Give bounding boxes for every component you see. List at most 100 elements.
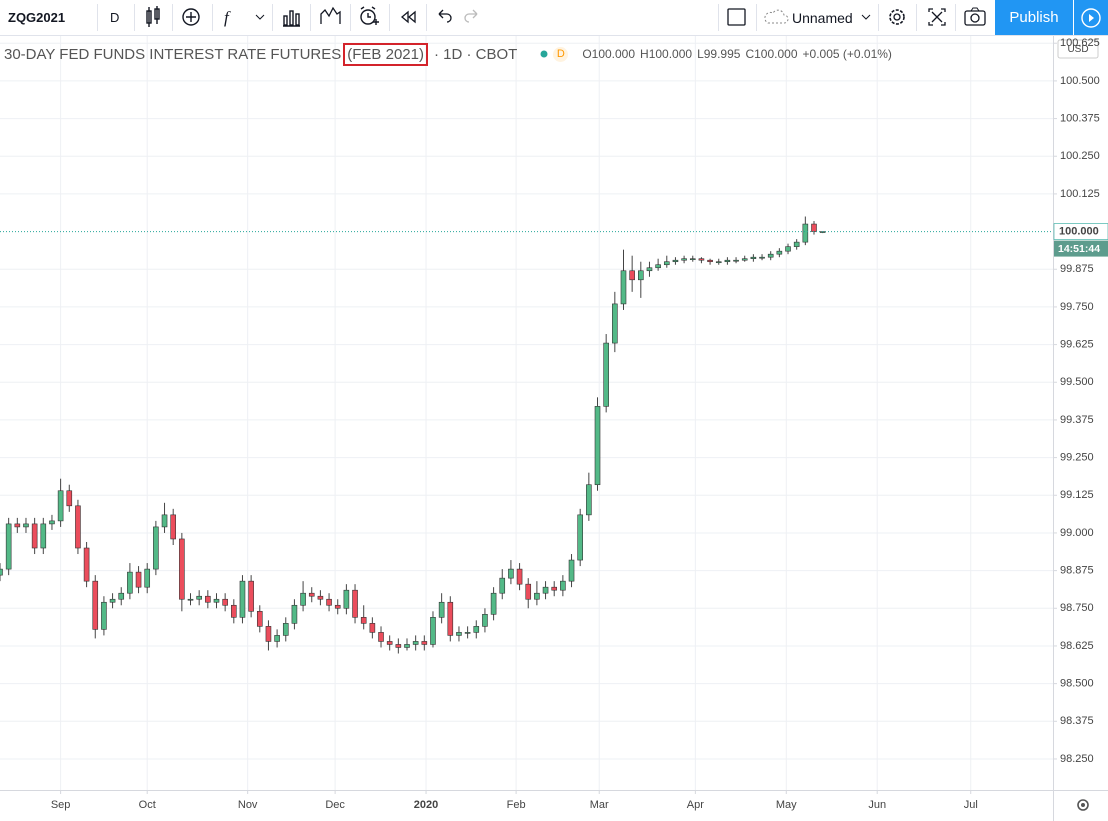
candle-body <box>560 580 566 591</box>
candle-body <box>187 598 194 601</box>
y-tick-label: 99.625 <box>1060 338 1094 350</box>
y-tick-label: 99.500 <box>1060 376 1094 388</box>
candle <box>534 581 540 606</box>
compare-icon[interactable] <box>180 0 202 35</box>
currency: USD <box>1067 44 1088 55</box>
ohlc-value: H100.000 <box>640 47 693 61</box>
candle <box>343 584 350 615</box>
last-price-label: 100.000 <box>1059 225 1099 237</box>
candle-body <box>239 580 246 618</box>
grid <box>0 36 1053 790</box>
last-price-box <box>1053 223 1108 240</box>
interval[interactable]: D <box>110 10 120 25</box>
y-tick-label: 99.125 <box>1060 489 1094 501</box>
separator <box>718 4 719 31</box>
candle <box>5 517 12 576</box>
replay-icon[interactable] <box>397 0 419 35</box>
symbol-details: · 1D · CBOT <box>433 45 518 63</box>
symbol[interactable]: ZQG2021 <box>8 10 66 25</box>
dropdown-icon[interactable] <box>860 0 872 35</box>
candle-body <box>430 617 436 645</box>
publish-menu[interactable] <box>1074 0 1108 35</box>
candle <box>135 566 142 594</box>
candle-body <box>14 523 21 528</box>
candle-body <box>127 571 133 594</box>
financials-icon[interactable] <box>280 0 302 35</box>
chart-type-icon[interactable] <box>143 0 163 35</box>
candle-body <box>360 617 367 624</box>
x-tick-label: Sep <box>51 799 71 811</box>
candle-body <box>421 641 428 645</box>
candle-body <box>213 598 220 603</box>
candle-body <box>179 538 185 600</box>
separator <box>272 4 273 31</box>
y-tick-label: 98.625 <box>1060 640 1094 652</box>
candle-body <box>603 342 609 407</box>
y-tick-label: 99.750 <box>1060 301 1094 313</box>
undo-icon[interactable] <box>434 0 454 35</box>
y-tick-label: 100.625 <box>1060 37 1100 49</box>
candle <box>464 626 471 639</box>
candle <box>767 251 774 261</box>
candle-body <box>196 595 202 600</box>
candle <box>57 478 64 527</box>
separator <box>878 4 879 31</box>
currency-box <box>1057 39 1099 59</box>
candle-body <box>109 598 116 603</box>
y-tick-label: 98.875 <box>1060 565 1094 577</box>
candle <box>378 626 384 648</box>
candle-body <box>638 270 644 281</box>
candle-body <box>31 523 38 549</box>
layout-name[interactable]: Unnamed <box>792 9 853 26</box>
candle-body <box>456 632 462 636</box>
settings-icon[interactable] <box>886 0 908 35</box>
candle-body <box>40 523 47 549</box>
settings-icon[interactable] <box>1077 799 1089 811</box>
candle-body <box>326 598 332 606</box>
dropdown-icon[interactable] <box>254 0 266 35</box>
candle-body <box>542 586 549 594</box>
ohlc-value: O100.000 <box>582 47 636 61</box>
ohlc-values: O100.000 H100.000 L99.995 C100.000 +0.005 (+… <box>582 47 892 61</box>
candle-body <box>386 641 393 645</box>
candle-body <box>681 258 687 261</box>
candle-body <box>291 604 298 624</box>
x-tick-label: Dec <box>325 799 345 811</box>
cloud-icon[interactable] <box>762 0 790 35</box>
candle-body <box>334 604 341 609</box>
candle <box>620 249 627 310</box>
candle-body <box>0 568 3 576</box>
candle-body <box>170 514 176 540</box>
y-tick-label: 100.375 <box>1060 112 1100 124</box>
status-dot <box>540 50 548 58</box>
ohlc-value: L99.995 <box>697 47 741 61</box>
candle <box>40 517 47 555</box>
market-badge: D <box>553 46 569 62</box>
candle <box>360 605 367 630</box>
candle <box>490 587 497 621</box>
y-tick-label: 100.125 <box>1060 188 1100 200</box>
candle-body <box>83 547 90 582</box>
candle-body <box>412 641 419 645</box>
candle <box>326 593 332 612</box>
candle-body <box>551 586 558 591</box>
alert-icon[interactable] <box>357 0 381 35</box>
fullscreen-icon[interactable] <box>926 0 948 35</box>
templates-icon[interactable] <box>318 0 342 35</box>
candle <box>75 499 81 555</box>
fullscreen-toggle[interactable] <box>726 0 748 35</box>
redo-icon[interactable] <box>462 0 482 35</box>
y-tick-label: 100.500 <box>1060 75 1100 87</box>
snapshot-icon[interactable] <box>963 0 987 35</box>
candle <box>334 599 341 615</box>
indicators-icon[interactable]: f <box>224 7 229 27</box>
candle <box>689 255 696 262</box>
y-tick-label: 98.500 <box>1060 678 1094 690</box>
candle-body <box>57 490 64 522</box>
candle <box>109 593 116 609</box>
publish-button[interactable]: Publish <box>995 0 1073 35</box>
candle-body <box>689 258 696 261</box>
candle-body <box>733 259 739 262</box>
candle-body <box>49 520 55 525</box>
